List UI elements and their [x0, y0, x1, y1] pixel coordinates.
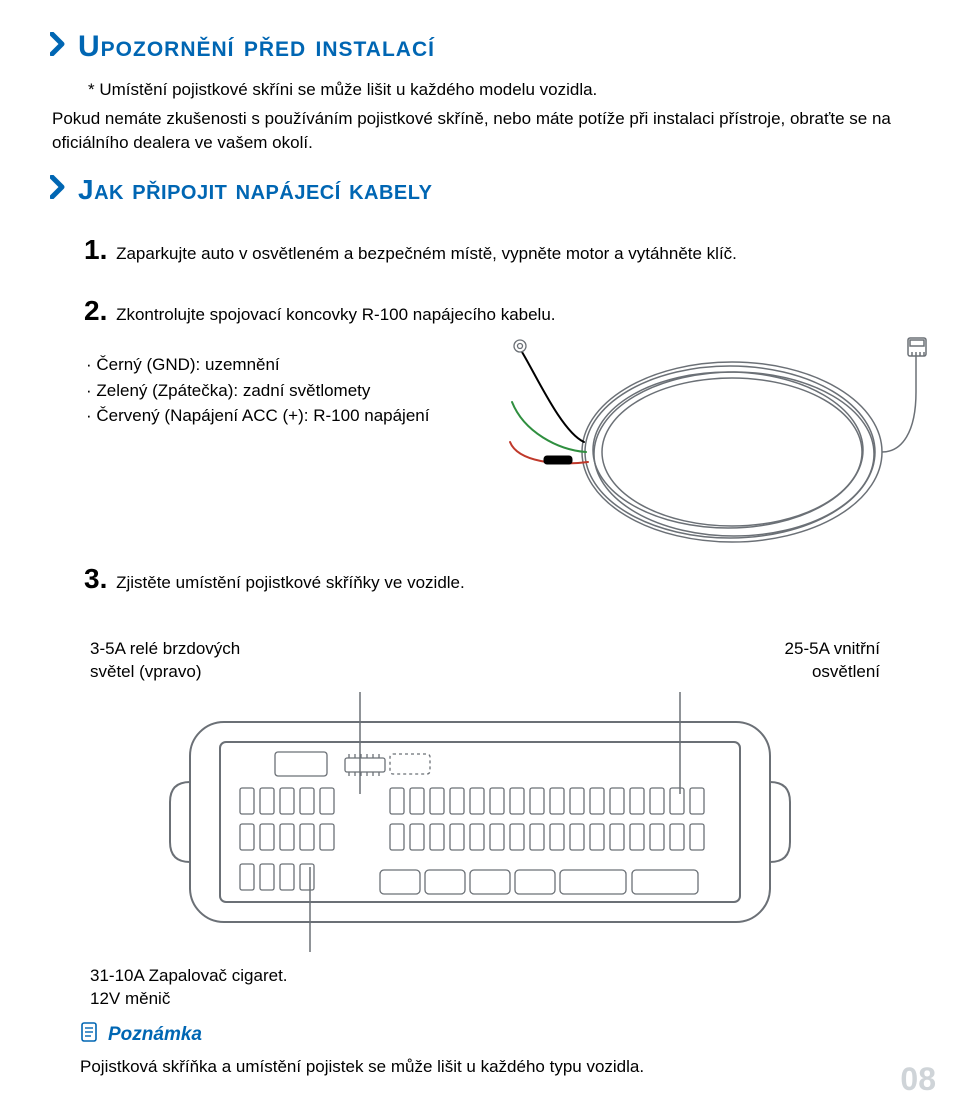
- chevron-icon: [50, 174, 68, 206]
- note-icon: [80, 1021, 100, 1049]
- fuse-label-top-left-1: 3-5A relé brzdových: [90, 638, 240, 661]
- fuse-box-area: 3-5A relé brzdových světel (vpravo) 25-5…: [50, 638, 910, 1011]
- step-2: 2. Zkontrolujte spojovací koncovky R-100…: [84, 291, 910, 330]
- step-1-num: 1.: [84, 234, 107, 265]
- step-1: 1. Zaparkujte auto v osvětleném a bezpeč…: [84, 230, 910, 269]
- fuse-label-bottom: 31-10A Zapalovač cigaret. 12V měnič: [90, 965, 910, 1011]
- fuse-label-top-right-2: osvětlení: [785, 661, 880, 684]
- intro-paragraph: Pokud nemáte zkušenosti s používáním poj…: [52, 107, 910, 156]
- heading-connect-cables: Jak připojit napájecí kabely: [50, 174, 910, 206]
- fuse-label-top-right-1: 25-5A vnitřní: [785, 638, 880, 661]
- bullet-green: · Zelený (Zpátečka): zadní světlomety: [86, 378, 466, 404]
- fuse-box-diagram: [50, 692, 910, 957]
- fuse-label-bottom-1: 31-10A Zapalovač cigaret.: [90, 965, 910, 988]
- fuse-label-bottom-2: 12V měnič: [90, 988, 910, 1011]
- note-heading-text: Poznámka: [108, 1024, 202, 1046]
- note-heading: Poznámka: [80, 1021, 910, 1049]
- step-3-text: Zjistěte umístění pojistkové skříňky ve …: [116, 573, 465, 592]
- bullet-red: · Červený (Napájení ACC (+): R-100 napáj…: [86, 403, 466, 429]
- bullet-black: · Černý (GND): uzemnění: [86, 352, 466, 378]
- heading-connect-cables-text: Jak připojit napájecí kabely: [78, 174, 432, 206]
- wire-color-list: · Černý (GND): uzemnění · Zelený (Zpáteč…: [86, 352, 466, 429]
- step-3-num: 3.: [84, 563, 107, 594]
- cable-diagram: [502, 332, 932, 567]
- step-1-text: Zaparkujte auto v osvětleném a bezpečném…: [116, 244, 737, 263]
- heading-pre-install-text: Upozornění před instalací: [78, 30, 435, 64]
- note-text: Pojistková skříňka a umístění pojistek s…: [80, 1057, 910, 1077]
- fuse-label-top-left: 3-5A relé brzdových světel (vpravo): [90, 638, 240, 684]
- page-number: 08: [900, 1061, 936, 1098]
- fuse-label-top-right: 25-5A vnitřní osvětlení: [785, 638, 880, 684]
- chevron-icon: [50, 30, 68, 64]
- heading-pre-install: Upozornění před instalací: [50, 30, 910, 64]
- star-note: * Umístění pojistkové skříni se může liš…: [88, 78, 910, 103]
- step-2-num: 2.: [84, 295, 107, 326]
- step-2-text: Zkontrolujte spojovací koncovky R-100 na…: [116, 305, 555, 324]
- fuse-label-top-left-2: světel (vpravo): [90, 661, 240, 684]
